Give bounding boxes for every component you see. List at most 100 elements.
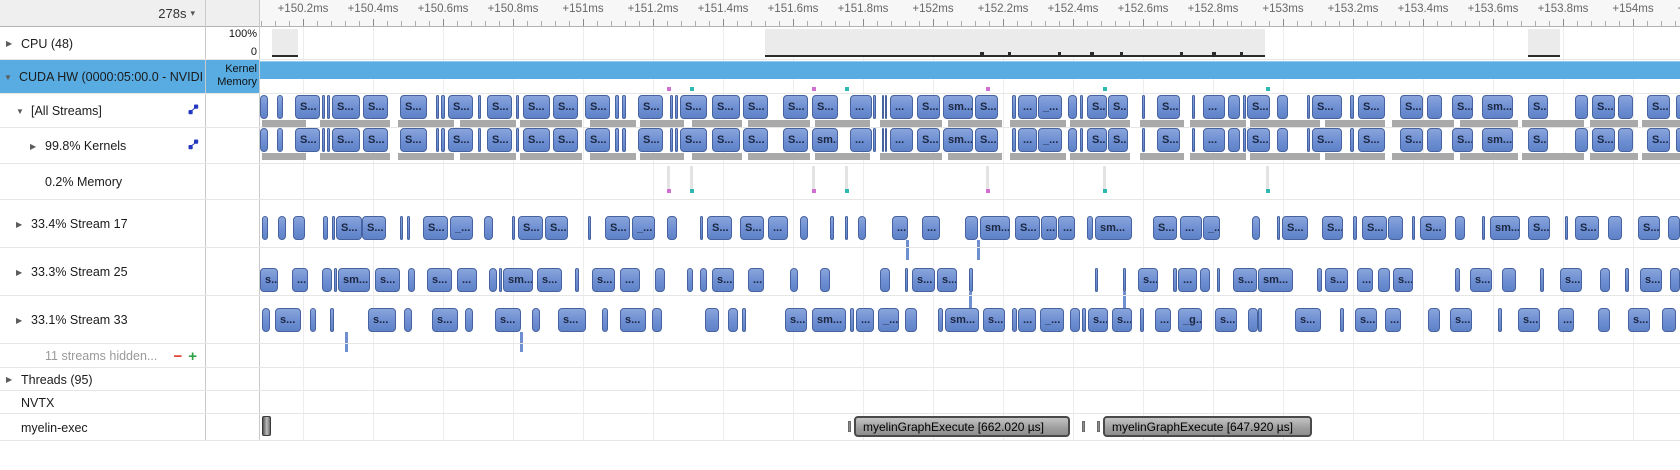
kernel-block[interactable]: S... [638,128,663,152]
kernel-block[interactable]: sm... [812,308,846,332]
kernel-block[interactable] [465,308,473,332]
kernel-block[interactable]: s... [1640,268,1662,292]
kernel-block[interactable] [1252,216,1260,240]
graph-pin-icon[interactable] [188,139,199,153]
kernel-block[interactable]: S... [1153,216,1177,240]
kernel-block[interactable]: s... [375,268,400,292]
kernel-block[interactable] [1565,216,1568,240]
kernel-block[interactable]: s... [427,268,452,292]
kernel-block[interactable]: S... [1322,216,1343,240]
kernel-block[interactable] [1228,128,1240,152]
kernel-block[interactable]: s... [785,308,807,332]
kernel-block[interactable]: S... [553,95,578,119]
kernel-block[interactable] [1068,128,1077,152]
kernel-block[interactable] [1307,95,1310,119]
kernel-block[interactable]: s... [1518,308,1540,332]
nvtx-annotation-block[interactable]: myelinGraphExecute [662.020 µs] [854,416,1070,437]
kernel-block[interactable] [1575,95,1588,119]
timeline-canvas[interactable]: S... S... S... S... S... S... S... S... S... S...… [260,0,1680,470]
kernel-block[interactable]: s... [592,268,615,292]
kernel-block[interactable] [1192,128,1195,152]
kernel-block[interactable]: S... [975,128,998,152]
kernel-block[interactable] [1307,128,1310,152]
kernel-block[interactable] [622,95,626,119]
add-stream-icon[interactable]: + [188,347,197,365]
sidebar-timeline-divider[interactable] [259,0,260,440]
cuda-kernel-coverage-band[interactable] [260,61,1680,79]
kernel-block[interactable]: S... [336,216,362,240]
kernel-block[interactable] [323,216,328,240]
kernel-block[interactable] [1427,95,1442,119]
memcpy-dtoh-tick[interactable] [1266,189,1270,193]
kernel-block[interactable] [1350,128,1354,152]
kernel-block[interactable] [400,216,403,240]
memcpy-htod-tick[interactable] [812,87,816,91]
kernel-block[interactable]: ... [892,216,908,240]
kernel-block[interactable] [310,308,316,332]
kernel-block[interactable] [858,216,866,240]
nvtx-range-tick[interactable] [1097,421,1100,432]
memory-transfer-line[interactable] [690,166,693,190]
kernel-block[interactable]: ... [890,95,913,119]
kernel-block[interactable] [1412,216,1415,240]
kernel-block[interactable]: S... [1087,128,1107,152]
kernel-block[interactable] [260,128,268,152]
kernel-block[interactable] [1317,268,1322,292]
kernel-subblock[interactable] [1123,292,1126,312]
kernel-block[interactable] [1600,268,1610,292]
memcpy-dtoh-tick[interactable] [1103,189,1107,193]
kernel-block[interactable]: s... [937,268,957,292]
kernel-block[interactable]: s... [432,308,458,332]
kernel-block[interactable]: S... [743,128,768,152]
kernel-block[interactable]: _... [1038,95,1062,119]
kernel-block[interactable] [1095,268,1098,292]
kernel-block[interactable]: S... [812,95,838,119]
kernel-block[interactable]: S... [1528,216,1550,240]
kernel-block[interactable]: sm... [1490,216,1520,240]
kernel-block[interactable] [905,268,908,292]
kernel-block[interactable] [1608,216,1622,240]
kernel-block[interactable] [845,216,848,240]
kernel-block[interactable] [1012,308,1017,332]
kernel-block[interactable] [670,128,673,152]
kernel-block[interactable] [882,128,884,152]
kernel-block[interactable]: S... [712,128,740,152]
memory-transfer-line[interactable] [812,166,815,190]
kernel-block[interactable]: sm... [980,216,1010,240]
kernel-block[interactable] [742,308,746,332]
kernel-block[interactable] [532,308,540,332]
kernel-block[interactable]: S... [743,95,768,119]
kernel-block[interactable]: s... [620,308,646,332]
kernel-block[interactable]: S... [585,95,610,119]
kernel-block[interactable] [938,308,943,332]
kernel-block[interactable]: S... [1592,95,1615,119]
kernel-block[interactable]: ... [850,128,872,152]
kernel-block[interactable] [1277,128,1288,152]
kernel-block[interactable] [1087,216,1093,240]
kernel-block[interactable] [277,95,283,119]
memcpy-htod-tick[interactable] [812,189,816,193]
kernel-block[interactable]: S... [1312,128,1342,152]
kernel-block[interactable]: s... [1295,308,1321,332]
kernel-subblock[interactable] [345,332,348,352]
kernel-block[interactable] [652,308,662,332]
timeline-time-dropdown[interactable]: 278s ▾ [0,0,205,26]
kernel-block[interactable]: S... [1358,128,1385,152]
kernel-block[interactable] [1140,308,1144,332]
kernel-block[interactable]: sm... [1095,216,1132,240]
kernel-block[interactable]: _... [878,308,899,332]
kernel-block[interactable]: sm... [1482,95,1513,119]
kernel-block[interactable]: S... [363,95,388,119]
kernel-block[interactable] [1540,268,1544,292]
sidebar-row-threads[interactable]: ▶ Threads (95) [0,368,205,391]
kernel-block[interactable]: s... [1215,308,1237,332]
kernel-block[interactable]: s... [1112,308,1132,332]
kernel-block[interactable] [705,308,719,332]
kernel-block[interactable]: S... [363,128,388,152]
kernel-block[interactable] [615,128,619,152]
memory-transfer-line[interactable] [667,166,670,190]
kernel-block[interactable]: S... [1592,128,1615,152]
kernel-block[interactable]: _... [1040,308,1064,332]
kernel-block[interactable] [262,308,270,332]
kernel-block[interactable] [1428,308,1440,332]
